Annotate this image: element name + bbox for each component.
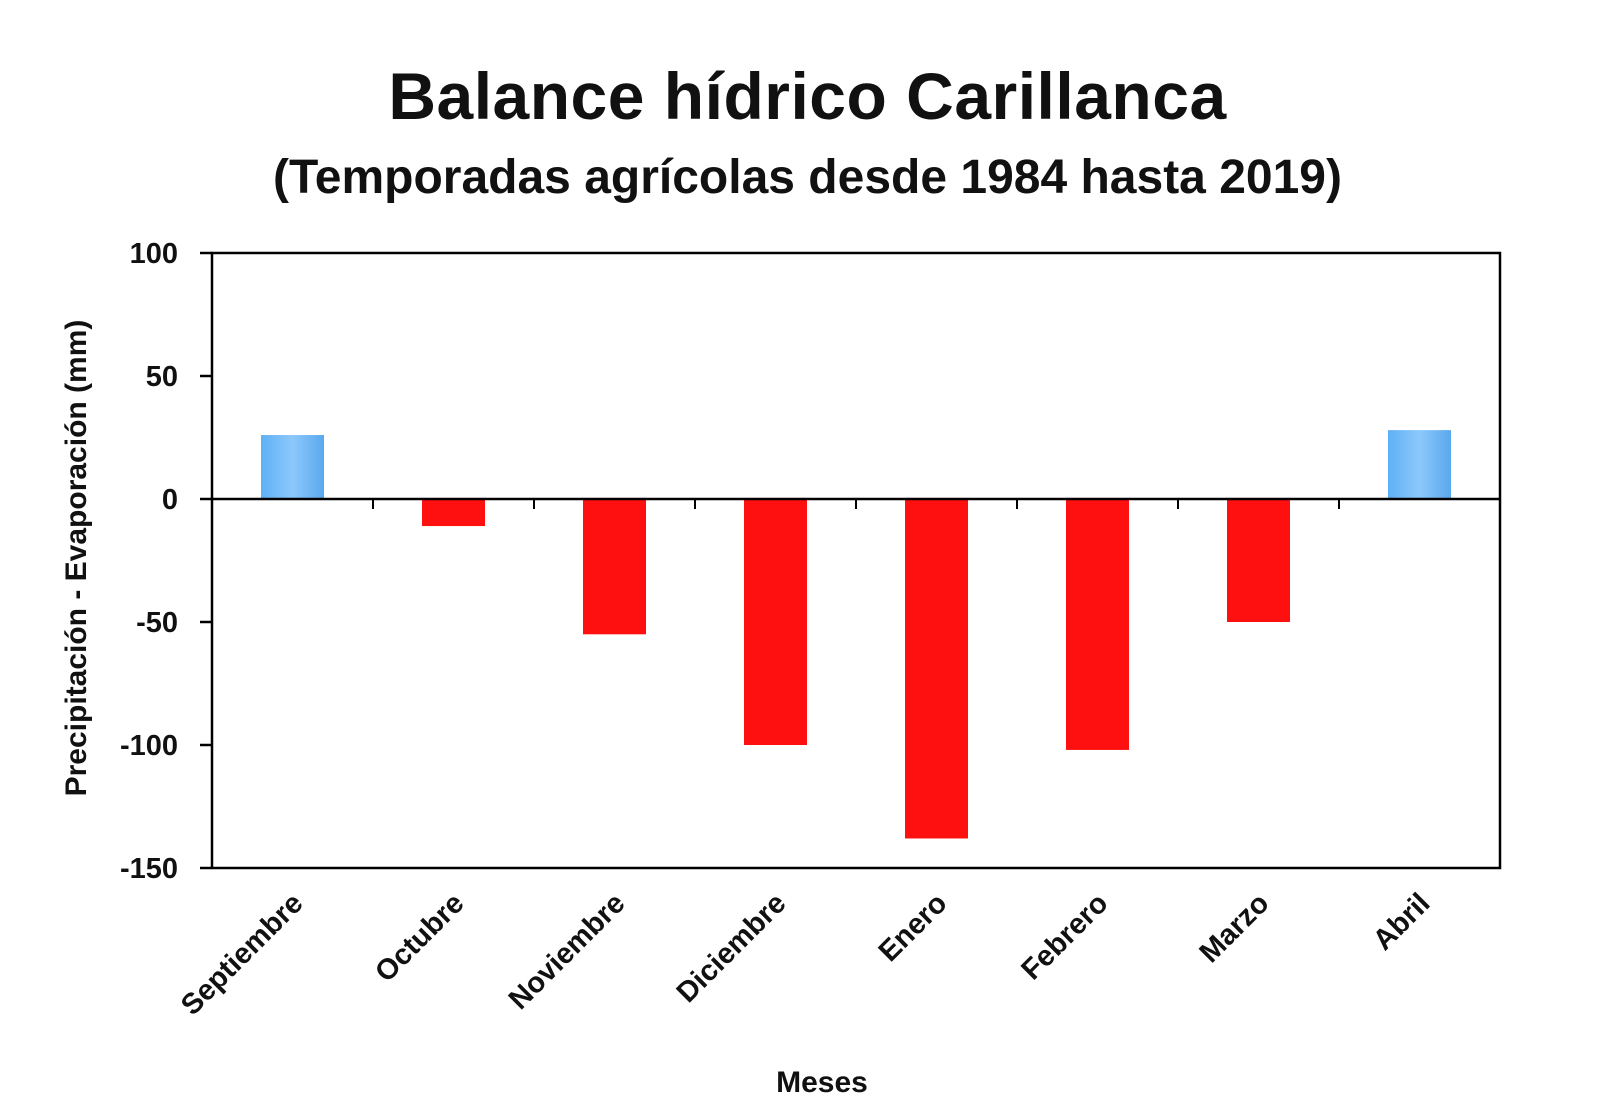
x-tick-label: Febrero	[1015, 887, 1114, 986]
y-tick-label: 100	[130, 238, 178, 270]
y-tick-label: 0	[162, 484, 178, 516]
x-tick-label: Octubre	[369, 887, 470, 988]
x-axis-title: Meses	[776, 1066, 868, 1099]
bar-octubre	[422, 499, 485, 527]
y-tick-label: -150	[120, 853, 178, 885]
bar-febrero	[1066, 499, 1129, 750]
plot-area-frame	[210, 251, 1502, 870]
chart-title: Balance hídrico Carillanca	[388, 59, 1227, 133]
y-axis-title: Precipitación - Evaporación (mm)	[60, 320, 93, 797]
x-tick-label: Marzo	[1194, 887, 1276, 969]
bar-marzo	[1227, 499, 1290, 622]
chart-subtitle: (Temporadas agrícolas desde 1984 hasta 2…	[273, 151, 1342, 204]
bar-septiembre	[261, 435, 324, 499]
x-tick-label: Abril	[1367, 887, 1436, 956]
x-tick-label: Enero	[873, 887, 954, 968]
y-tick-label: -100	[120, 730, 178, 762]
y-tick-label: -50	[136, 607, 178, 639]
x-tick-label: Noviembre	[503, 887, 632, 1016]
bar-diciembre	[744, 499, 807, 745]
bar-enero	[905, 499, 968, 839]
x-tick-label: Diciembre	[671, 887, 793, 1009]
y-tick-label: 50	[146, 361, 178, 393]
bar-noviembre	[583, 499, 646, 635]
bar-abril	[1388, 430, 1451, 499]
x-tick-label: Septiembre	[175, 887, 309, 1021]
